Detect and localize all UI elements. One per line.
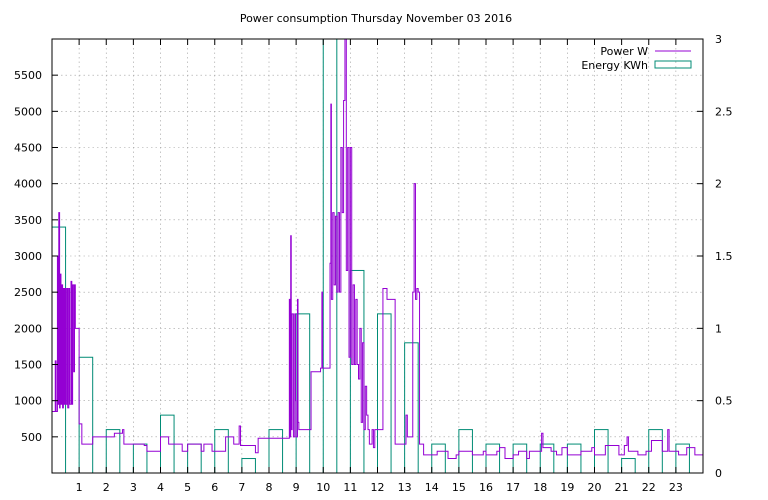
energy-bar xyxy=(132,443,148,474)
chart-title: Power consumption Thursday November 03 2… xyxy=(240,12,512,25)
energy-bar xyxy=(512,443,528,474)
x-tick-label: 8 xyxy=(266,481,273,494)
x-tick-label: 18 xyxy=(533,481,547,494)
energy-bar xyxy=(377,313,392,474)
energy-bar xyxy=(594,429,609,474)
x-tick-label: 14 xyxy=(425,481,439,494)
y-left-tick-label: 3000 xyxy=(14,250,42,263)
x-tick-label: 3 xyxy=(130,481,137,494)
energy-bar xyxy=(621,458,636,474)
y-right-tick-label: 2 xyxy=(715,178,722,191)
energy-bar xyxy=(268,429,284,474)
legend-label-power: Power W xyxy=(600,45,648,58)
energy-bar xyxy=(78,356,94,474)
energy-bar xyxy=(675,443,690,474)
y-left-tick-label: 1500 xyxy=(14,359,42,372)
y-left-tick-label: 4000 xyxy=(14,178,42,191)
legend-swatch-energy xyxy=(654,60,692,69)
y-right-tick-label: 1.5 xyxy=(715,250,733,263)
x-tick-label: 5 xyxy=(184,481,191,494)
energy-bar xyxy=(241,458,256,474)
x-tick-label: 2 xyxy=(103,481,110,494)
y-left-tick-label: 1000 xyxy=(14,395,42,408)
energy-bar xyxy=(431,443,446,474)
y-left-tick-label: 500 xyxy=(21,431,42,444)
y-left-tick-label: 3500 xyxy=(14,214,42,227)
x-tick-label: 22 xyxy=(642,481,656,494)
y-right-tick-label: 2.5 xyxy=(715,105,733,118)
x-tick-label: 1 xyxy=(76,481,83,494)
y-right-tick-label: 1 xyxy=(715,322,722,335)
energy-bar xyxy=(485,443,501,474)
y-left-tick-label: 5000 xyxy=(14,105,42,118)
energy-bar xyxy=(404,342,419,474)
y-left-tick-label: 2000 xyxy=(14,322,42,335)
energy-bar xyxy=(322,38,338,474)
y-left-tick-label: 5500 xyxy=(14,69,42,82)
power-line xyxy=(52,38,703,460)
x-tick-label: 4 xyxy=(157,481,164,494)
x-tick-label: 15 xyxy=(452,481,466,494)
y-left-tick-label: 2500 xyxy=(14,286,42,299)
x-tick-label: 20 xyxy=(588,481,602,494)
x-tick-label: 6 xyxy=(211,481,218,494)
energy-bar xyxy=(539,443,555,474)
axis-ticks: 1 2 3 4 5 6 7 8 9 10 11 12 13 14 15 16 17 18 19 20 21 22 23500… xyxy=(14,33,733,494)
legend: Power W Energy KWh xyxy=(581,45,692,72)
x-tick-label: 23 xyxy=(669,481,683,494)
y-right-tick-label: 0 xyxy=(715,467,722,480)
y-right-tick-label: 0.5 xyxy=(715,395,733,408)
y-right-tick-label: 3 xyxy=(715,33,722,46)
y-left-tick-label: 4500 xyxy=(14,142,42,155)
power-series xyxy=(52,38,703,460)
x-tick-label: 16 xyxy=(479,481,493,494)
legend-label-energy: Energy KWh xyxy=(581,59,648,72)
x-tick-label: 13 xyxy=(398,481,412,494)
x-tick-label: 7 xyxy=(238,481,245,494)
x-tick-label: 21 xyxy=(615,481,629,494)
x-tick-label: 19 xyxy=(560,481,574,494)
x-tick-label: 12 xyxy=(371,481,385,494)
x-tick-label: 10 xyxy=(316,481,330,494)
x-tick-label: 11 xyxy=(343,481,357,494)
energy-bar xyxy=(566,443,582,474)
x-tick-label: 9 xyxy=(293,481,300,494)
x-tick-label: 17 xyxy=(506,481,520,494)
energy-bar xyxy=(105,429,121,474)
energy-bar xyxy=(187,443,202,474)
